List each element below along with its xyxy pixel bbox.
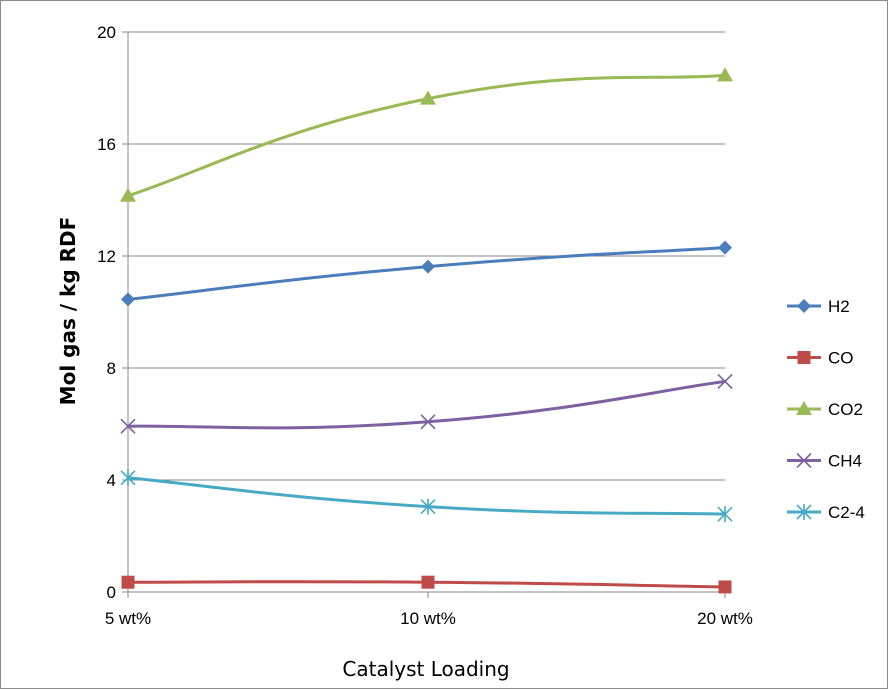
x-tick-label: 10 wt% [400,609,456,628]
data-point [718,240,732,255]
data-point [121,292,135,307]
data-point [421,575,435,589]
legend-item: CO [787,349,854,368]
x-tick-label: 20 wt% [697,609,753,628]
legend: H2 CO CO2 CH4 C2-4 [787,297,865,522]
legend-marker [797,299,811,313]
data-point [121,575,135,589]
series-co2 [120,67,733,202]
y-axis-title: Mol gas / kg RDF [56,217,80,406]
gridlines [122,31,725,593]
legend-label: CO [828,349,854,368]
data-point [717,67,733,82]
legend-label: CH4 [828,452,862,471]
series-h2 [121,240,732,307]
y-tick-label: 8 [107,359,116,378]
data-point [420,414,436,430]
series-c2-4 [120,469,733,523]
y-tick-label: 12 [97,247,116,266]
legend-marker [797,351,811,364]
y-tick-label: 0 [107,583,116,602]
data-point [717,373,733,390]
x-axis-title: Catalyst Loading [342,657,509,681]
x-tick-label: 5 wt% [105,609,151,628]
data-point [420,498,436,515]
legend-label: H2 [828,297,850,316]
data-point [120,187,136,202]
legend-marker [796,504,812,520]
data-point [120,469,136,486]
legend-marker [796,452,812,469]
data-point [420,90,436,105]
y-tick-label: 20 [97,23,116,42]
series-group [120,67,733,594]
y-tick-label: 16 [97,135,116,154]
x-tick-labels: 5 wt% 10 wt% 20 wt% [105,609,753,628]
legend-item: C2-4 [787,503,865,522]
data-point [718,580,732,594]
data-point [120,418,136,434]
legend-item: CO2 [787,400,863,419]
y-tick-label: 4 [107,471,116,490]
legend-label: CO2 [828,400,863,419]
y-tick-labels: 0 4 8 12 16 20 [97,23,116,602]
series-line [126,246,727,301]
series-co [121,575,732,594]
legend-label: C2-4 [828,503,865,522]
data-point [717,506,733,523]
legend-marker [796,401,812,415]
data-point [421,259,435,274]
series-ch4 [120,373,733,434]
legend-item: CH4 [787,452,862,471]
legend-item: H2 [787,297,850,316]
